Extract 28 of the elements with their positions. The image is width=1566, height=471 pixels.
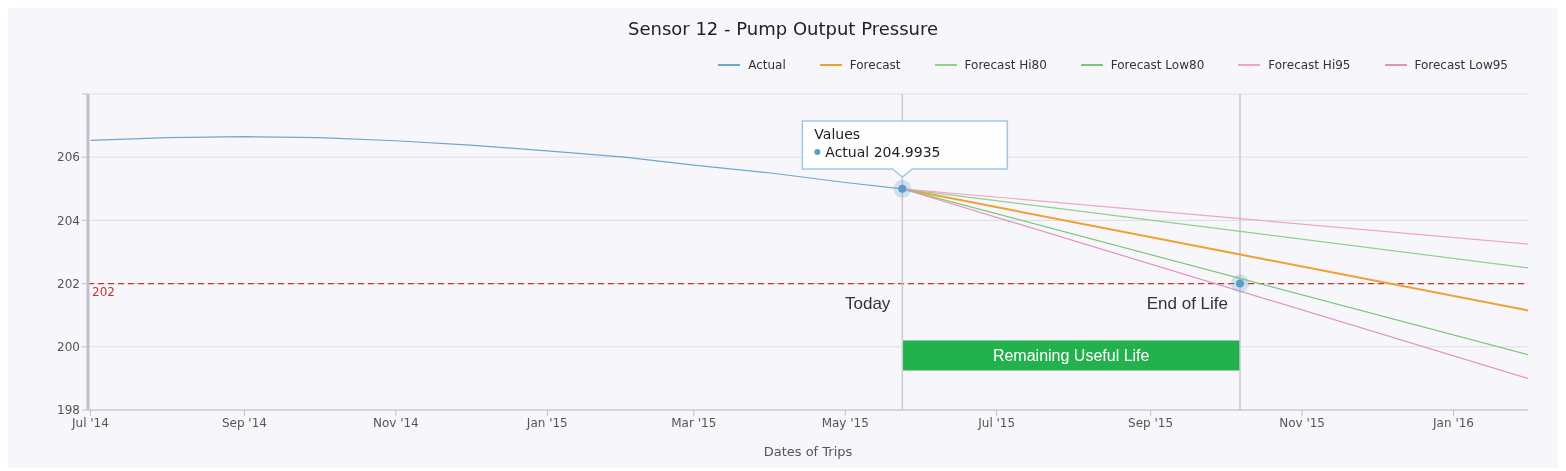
x-tick-label: May '15 (821, 415, 869, 430)
y-tick-label: 202 (57, 276, 80, 291)
legend-label: Forecast Low80 (1109, 58, 1205, 72)
ref-line-label: End of Life (1146, 293, 1228, 313)
band-label: Remaining Useful Life (992, 347, 1150, 365)
x-tick-label: Jan '16 (1432, 415, 1474, 430)
x-tick-label: Nov '14 (372, 415, 419, 430)
x-tick-label: Jul '15 (977, 415, 1016, 430)
legend-label: Forecast Hi80 (963, 58, 1047, 72)
y-tick-label: 206 (57, 150, 80, 165)
x-tick-label: Sep '14 (221, 415, 267, 430)
x-tick-label: Mar '15 (671, 415, 717, 430)
ref-line-label: 202 (92, 285, 115, 300)
legend-label: Forecast Low95 (1413, 58, 1508, 72)
x-tick-label: Sep '15 (1128, 415, 1174, 430)
chart-title: Sensor 12 - Pump Output Pressure (627, 17, 939, 41)
legend-label: Forecast (848, 58, 901, 72)
annotation: Values Actual 204.9935 (814, 126, 941, 161)
y-tick-label: 200 (57, 340, 80, 355)
x-tick-label: Nov '15 (1279, 415, 1325, 430)
x-tick-label: Jan '15 (525, 415, 568, 430)
x-tick-label: Jul '14 (71, 415, 109, 430)
ref-line-label: Today (844, 293, 891, 313)
legend-label: Forecast Hi95 (1267, 58, 1351, 72)
y-tick-label: 204 (57, 213, 80, 228)
y-tick-label: 198 (57, 403, 80, 418)
x-axis-title: Dates of Trips (763, 444, 853, 459)
legend-label: Actual (747, 58, 786, 72)
